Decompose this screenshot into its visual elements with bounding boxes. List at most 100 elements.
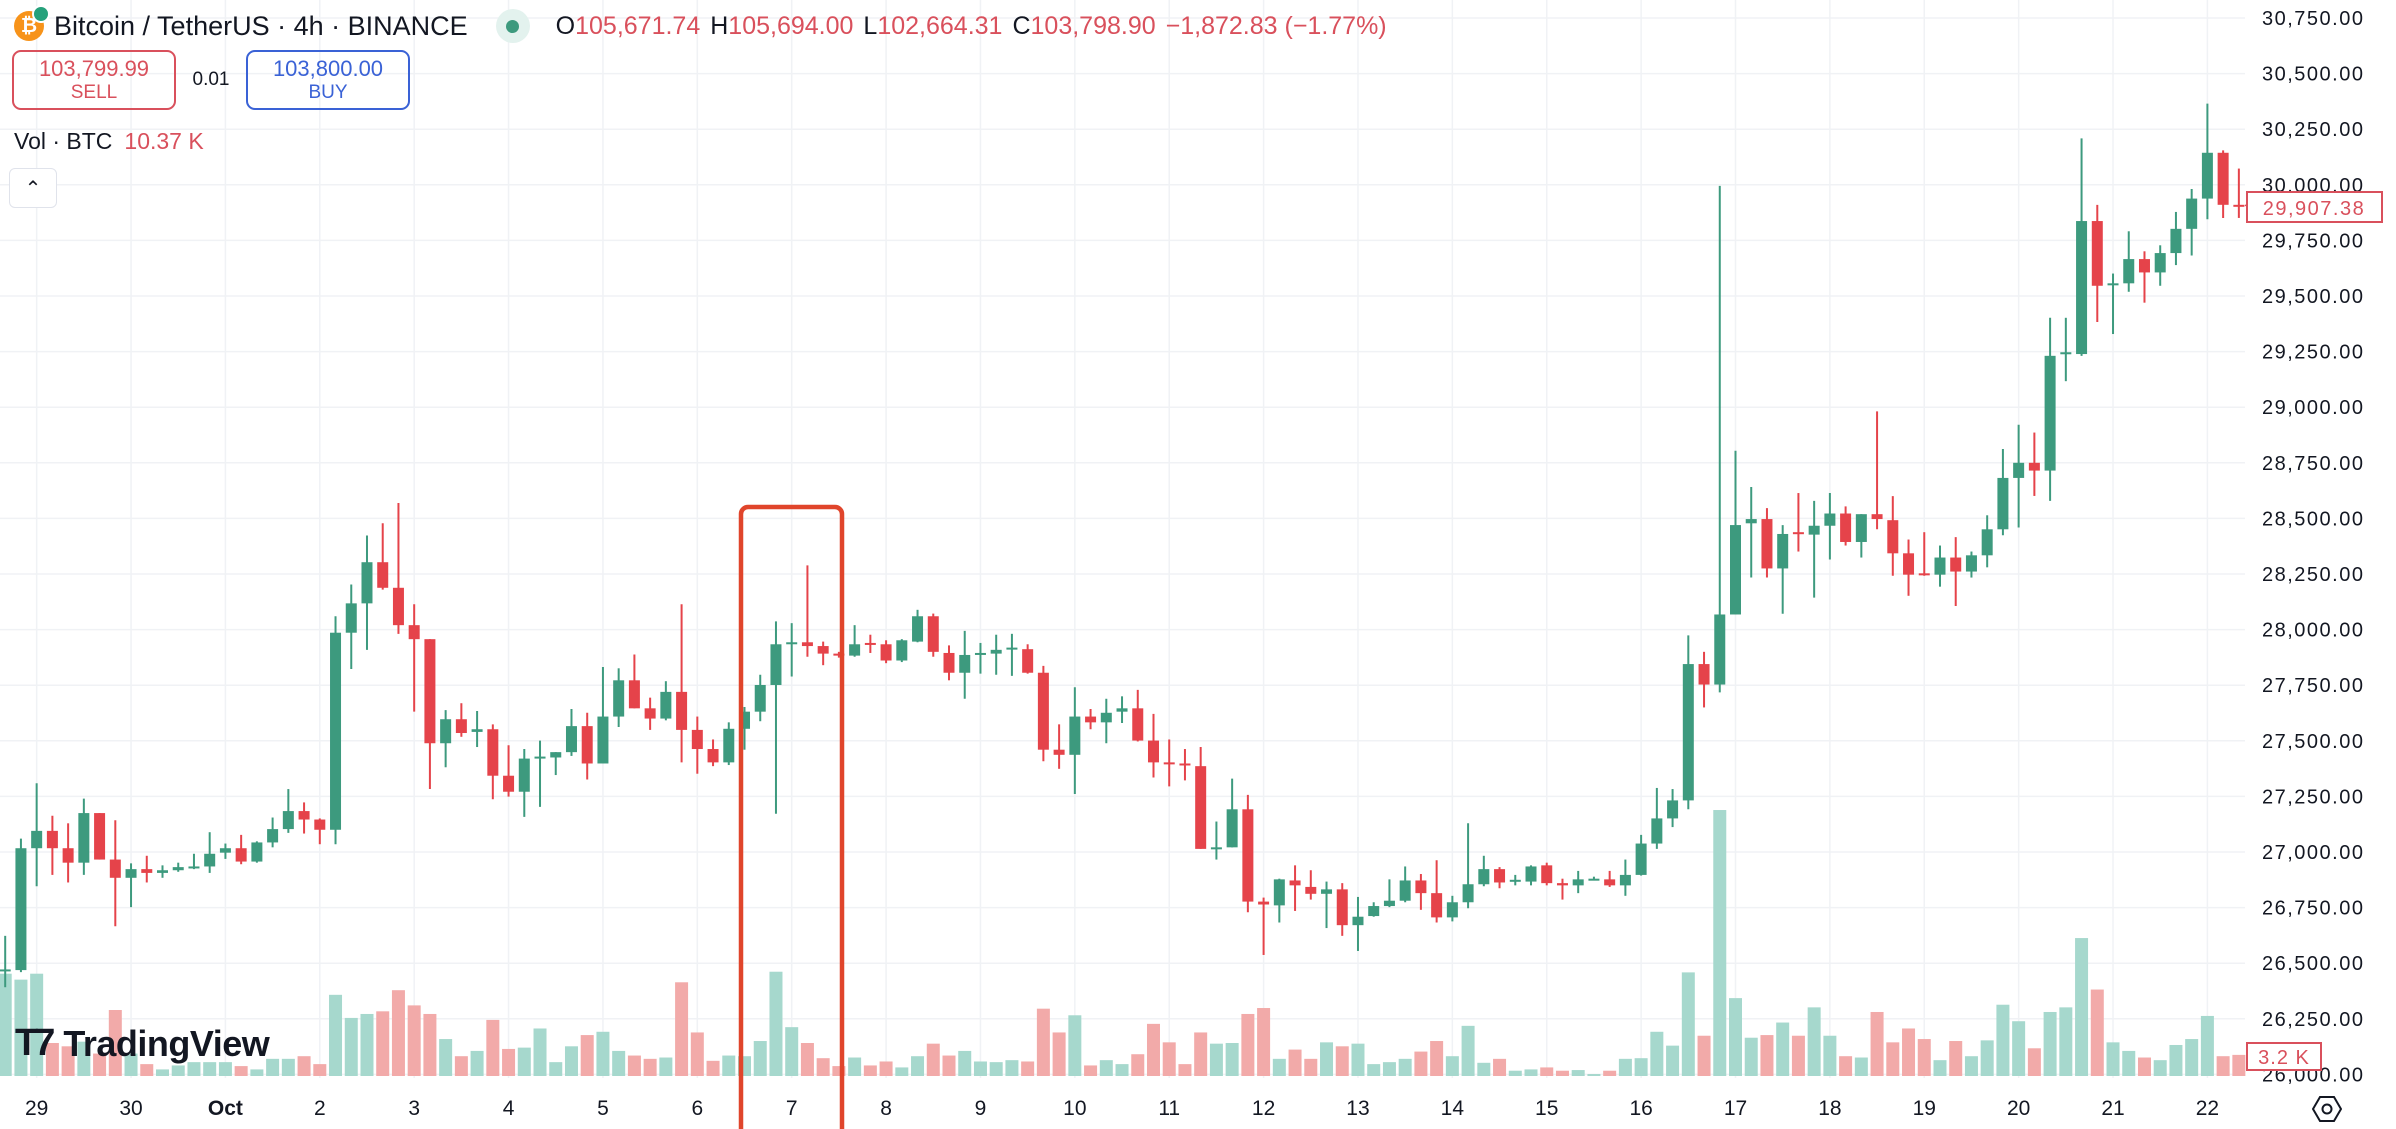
candle [1556,878,1568,900]
market-status-icon[interactable] [495,9,530,43]
candle [1714,185,1726,693]
volume-legend[interactable]: Vol · BTC 10.37 K [14,128,204,155]
candle-body [1258,901,1270,905]
candle [1100,698,1112,744]
time-axis-label: 20 [2007,1097,2030,1120]
candle-body [408,625,420,640]
candle [1619,859,1631,896]
volume-bar [2185,1039,2199,1076]
volume-bar [848,1057,862,1076]
candle-body [1132,708,1144,741]
candle [2138,251,2150,303]
candle [1855,514,1867,558]
candle-body [801,642,813,647]
candle [1431,860,1443,923]
volume-bar [2216,1056,2230,1076]
candle [440,710,452,768]
time-axis-label: 19 [1913,1097,1936,1120]
collapse-legend-button[interactable]: ⌃ [9,168,57,208]
candle-body [424,639,436,744]
volume-bar [1146,1023,1160,1076]
candle [974,642,986,674]
price-axis-label: 29,000.00 [2262,397,2364,419]
volume-bar [407,1005,421,1076]
buy-button[interactable]: 103,800.00 BUY [246,50,410,110]
candle [2201,103,2213,220]
volume-bar [1162,1042,1176,1076]
candle [2060,317,2072,382]
volume-bar [769,971,783,1076]
time-axis[interactable]: 29 30 Oct 2 3 4 5 6 7 8 9 10 11 12 13 14 15 16 17 18 19 20 21 2… [25,1097,2219,1120]
candle-body [1619,874,1631,886]
volume-bar [2122,1050,2136,1076]
price-axis-label: 28,250.00 [2262,564,2364,586]
candle [377,523,389,590]
candle-body [377,562,389,588]
candle-body [330,632,342,830]
candle-body [282,811,294,830]
candle [1808,500,1820,598]
close-value: 103,798.90 [1030,11,1156,40]
candle [298,802,310,834]
candle-body [1321,889,1333,894]
candle-body [974,652,986,655]
volume-bar [722,1055,736,1076]
time-axis-label: 8 [880,1097,892,1120]
candle-body [1399,880,1411,901]
candle [46,815,58,875]
time-axis-label: 29 [25,1097,48,1120]
symbol-title[interactable]: Bitcoin / TetherUS · 4h · BINANCE [54,10,468,41]
candle [157,865,168,878]
candle [707,739,719,767]
volume-bar [832,1066,846,1076]
volume-bar [140,1064,154,1076]
candle [1210,821,1222,860]
time-axis-label: 7 [786,1097,798,1120]
volume-bar [1225,1043,1239,1076]
price-axis[interactable]: 30,750.0030,500.0030,250.0030,000.0029,7… [2262,8,2364,1086]
candle [628,654,640,709]
volume-bar [234,1066,248,1076]
volume-bar [596,1031,610,1076]
candle-body [1163,762,1175,765]
candle [817,641,829,666]
volume-bar [1933,1060,1947,1076]
candle-body [2060,352,2072,355]
volume-bar [454,1056,468,1076]
candle [691,716,703,774]
candle [1965,551,1977,578]
candle-body [503,775,515,792]
time-axis-label: 4 [503,1097,515,1120]
quantity-value[interactable]: 0.01 [192,69,230,90]
candle [833,651,845,658]
volume-bar [1776,1022,1790,1076]
candle-body [1682,664,1694,801]
price-axis-label: 30,500.00 [2262,64,2364,86]
candle-body [2138,259,2150,273]
volume-bar [2012,1021,2026,1076]
candle [1934,545,1946,587]
symbol-header: ₿ Bitcoin / TetherUS · 4h · BINANCE O105… [14,5,1387,46]
volume-bar [187,1062,201,1076]
candle [943,645,955,681]
candle [565,708,577,756]
volume-bar [1241,1013,1255,1076]
price-axis-label: 26,250.00 [2262,1009,2364,1031]
sell-button[interactable]: 103,799.99 SELL [12,50,176,110]
candle-body [2028,462,2040,471]
volume-bar [1902,1028,1916,1076]
low-value: 102,664.31 [877,11,1003,40]
candle-body [1179,763,1191,766]
chart-settings-icon[interactable] [2312,1094,2342,1124]
candle-body [1085,716,1097,723]
candle-body [204,853,216,867]
candle-body [2091,221,2103,286]
candle-body [1934,557,1946,575]
candle [1903,539,1915,596]
volume-bar [2059,1007,2073,1076]
volume-bar [1949,1041,1963,1076]
tradingview-logo[interactable]: T7 TradingView [15,1022,270,1065]
candle-body [534,756,546,759]
candle [786,623,798,677]
